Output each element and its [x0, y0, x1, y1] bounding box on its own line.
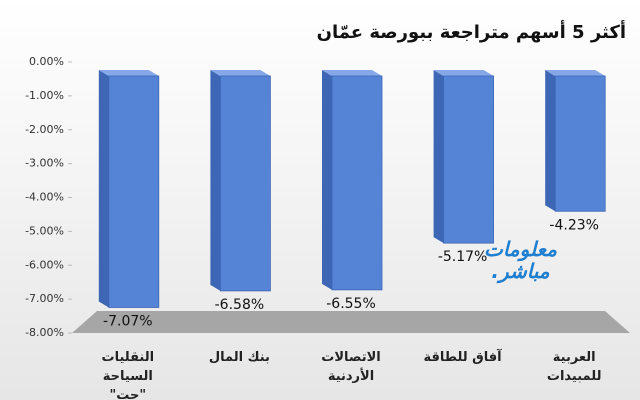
bar-top [98, 70, 159, 76]
bar-side [98, 70, 109, 308]
y-tick-label: -6.00% [25, 258, 64, 271]
y-tick-label: -4.00% [25, 191, 64, 204]
bar-side [210, 70, 221, 291]
x-tick-label: العربية للمبيدات [546, 350, 602, 384]
watermark-line: مباشر. [491, 259, 550, 283]
y-tick-label: -8.00% [25, 326, 64, 339]
x-tick-label: بنك المال [208, 350, 270, 365]
bar [108, 75, 160, 308]
value-label: -6.55% [326, 296, 376, 312]
x-tick-label: النقليات السياحة "جت" [101, 350, 155, 400]
bar-side [322, 70, 332, 290]
y-tick-label: -5.00% [25, 224, 64, 237]
y-tick-label: -1.00% [25, 89, 64, 102]
floor [72, 311, 630, 333]
bar-top [545, 70, 606, 76]
bar [554, 75, 606, 212]
bar [443, 75, 495, 244]
bar-side [545, 70, 556, 212]
value-label: -7.07% [103, 313, 153, 329]
bar [331, 75, 383, 291]
bar-top [433, 70, 494, 76]
value-label: -5.17% [438, 249, 488, 265]
chart-title: أكثر 5 أسهم متراجعة ببورصة عمّان [316, 22, 626, 43]
x-tick-label: آفاق للطاقة [423, 350, 502, 365]
value-label: -6.58% [215, 297, 265, 313]
bar-top [210, 70, 271, 76]
y-tick-label: 0.00% [29, 55, 64, 68]
value-label: -4.23% [549, 217, 599, 233]
y-tick-label: -7.00% [25, 292, 64, 305]
y-tick-label: -2.00% [25, 123, 64, 136]
watermark-line: معلومات [484, 237, 557, 261]
y-tick-label: -3.00% [25, 157, 64, 170]
bar [219, 75, 271, 292]
watermark: معلومات مباشر. [484, 238, 557, 282]
bar-top [322, 70, 382, 76]
bar-side [433, 70, 444, 244]
x-tick-label: الاتصالات الأردنية [321, 350, 381, 384]
